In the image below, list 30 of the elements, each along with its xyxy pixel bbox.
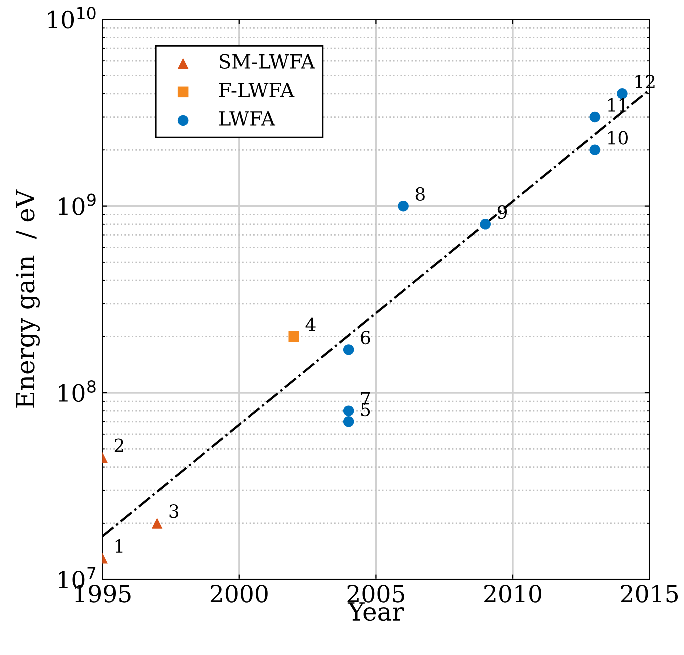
y-tick-label: 10$^{9}$: [59, 194, 96, 216]
point: [343, 416, 354, 428]
x-tick-label: 2010: [484, 584, 542, 603]
y-tick-label: 10$^{8}$: [59, 380, 96, 402]
x-tick-label: 2000: [210, 584, 268, 603]
annotation: 2: [114, 438, 124, 452]
legend-label: F-LWFA: [219, 83, 295, 98]
annotation: 8: [416, 187, 425, 202]
annotation: 1: [116, 539, 123, 553]
legend-label: LWFA: [219, 112, 276, 126]
annotation: 11: [608, 98, 627, 112]
annotation: 6: [361, 331, 370, 345]
point: [590, 144, 600, 156]
point: [398, 200, 409, 212]
annotation: 3: [170, 504, 179, 518]
x-tick-label: 2005: [348, 584, 404, 603]
point: [288, 331, 300, 342]
annotation: 7: [361, 392, 370, 406]
y-tick-label: 10$^{10}$: [48, 7, 96, 29]
annotation: 5: [361, 403, 370, 417]
point: [480, 219, 492, 230]
annotation: 10: [608, 131, 628, 145]
legend-label: SM-LWFA: [220, 54, 316, 69]
point: [343, 406, 354, 416]
y-axis-title: Energy gain / eV: [16, 190, 40, 408]
point: [590, 112, 600, 123]
annotation: 4: [306, 318, 316, 332]
point: [343, 344, 354, 356]
x-tick-label: 2015: [621, 584, 678, 603]
x-axis-title: Year: [348, 602, 404, 622]
